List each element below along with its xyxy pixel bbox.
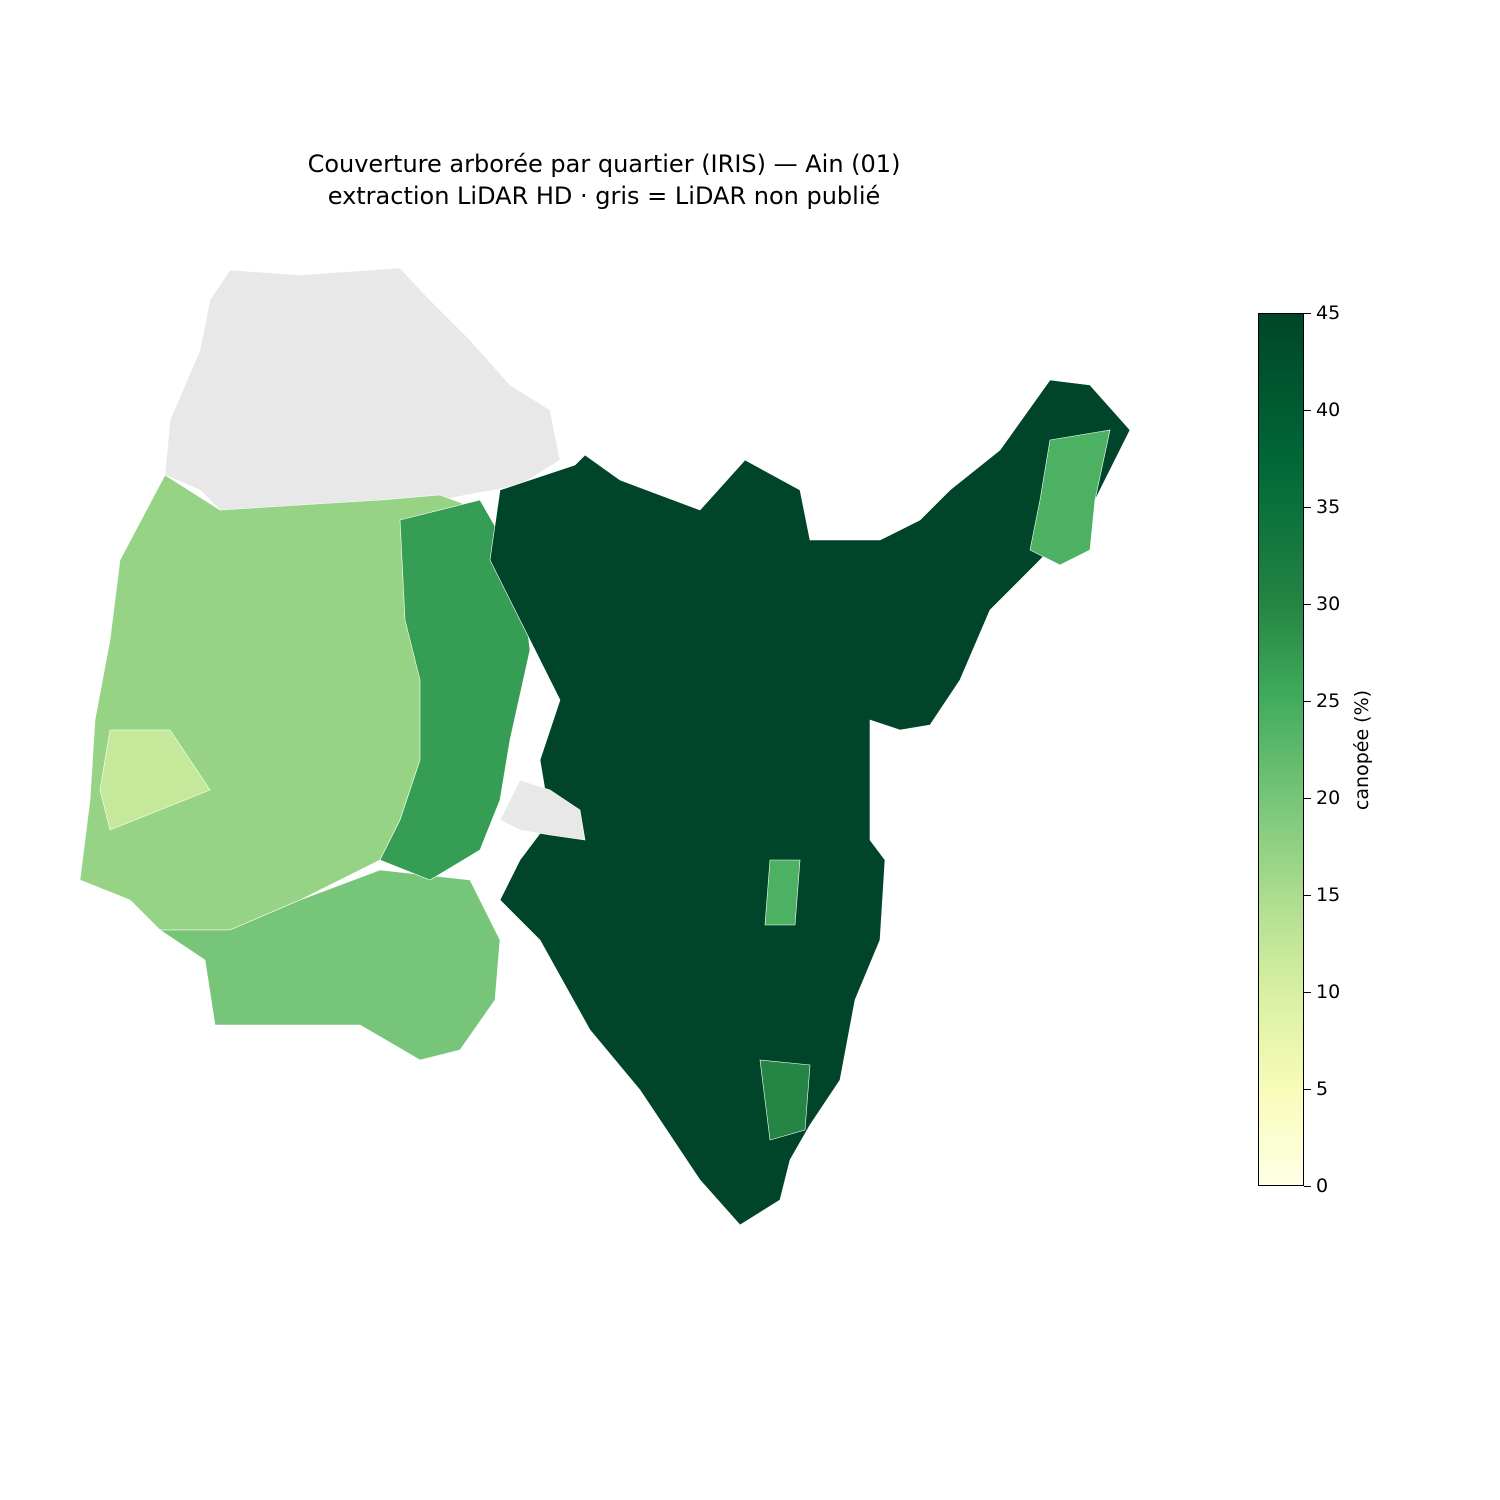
colorbar-tick-label: 45 bbox=[1316, 302, 1341, 324]
title-line-1: Couverture arborée par quartier (IRIS) —… bbox=[307, 150, 901, 178]
colorbar-tick bbox=[1304, 1089, 1311, 1090]
colorbar-tick-label: 30 bbox=[1316, 593, 1341, 615]
colorbar-tick bbox=[1304, 895, 1311, 896]
title-line-2: extraction LiDAR HD · gris = LiDAR non p… bbox=[327, 182, 881, 210]
region-south-east-strip bbox=[759, 1059, 811, 1141]
colorbar-tick bbox=[1304, 604, 1311, 605]
colorbar-tick bbox=[1304, 313, 1311, 314]
colorbar-tick bbox=[1304, 701, 1311, 702]
colorbar-tick bbox=[1304, 1186, 1311, 1187]
colorbar-tick bbox=[1304, 798, 1311, 799]
colorbar-tick bbox=[1304, 992, 1311, 993]
region-south-west-cotiere bbox=[159, 869, 501, 1061]
region-amberieu-gap bbox=[499, 779, 586, 841]
colorbar-tick-label: 5 bbox=[1316, 1078, 1329, 1100]
map-title: Couverture arborée par quartier (IRIS) —… bbox=[0, 148, 1208, 212]
colorbar bbox=[1258, 313, 1304, 1186]
colorbar-tick-label: 40 bbox=[1316, 399, 1341, 421]
region-west-edge bbox=[99, 729, 211, 831]
region-bugey-jura-massif bbox=[489, 379, 1131, 1226]
colorbar-tick-label: 35 bbox=[1316, 496, 1341, 518]
region-bugey-valley bbox=[764, 859, 801, 926]
colorbar-tick-label: 0 bbox=[1316, 1175, 1329, 1197]
region-pays-de-gex bbox=[1029, 429, 1111, 566]
colorbar-tick-label: 25 bbox=[1316, 690, 1341, 712]
colorbar-label: canopée (%) bbox=[1351, 689, 1373, 811]
region-north-west-bresse bbox=[164, 267, 561, 511]
colorbar-tick bbox=[1304, 410, 1311, 411]
colorbar-tick-label: 10 bbox=[1316, 981, 1341, 1003]
colorbar-tick-label: 20 bbox=[1316, 787, 1341, 809]
colorbar-tick bbox=[1304, 507, 1311, 508]
colorbar-tick-label: 15 bbox=[1316, 884, 1341, 906]
